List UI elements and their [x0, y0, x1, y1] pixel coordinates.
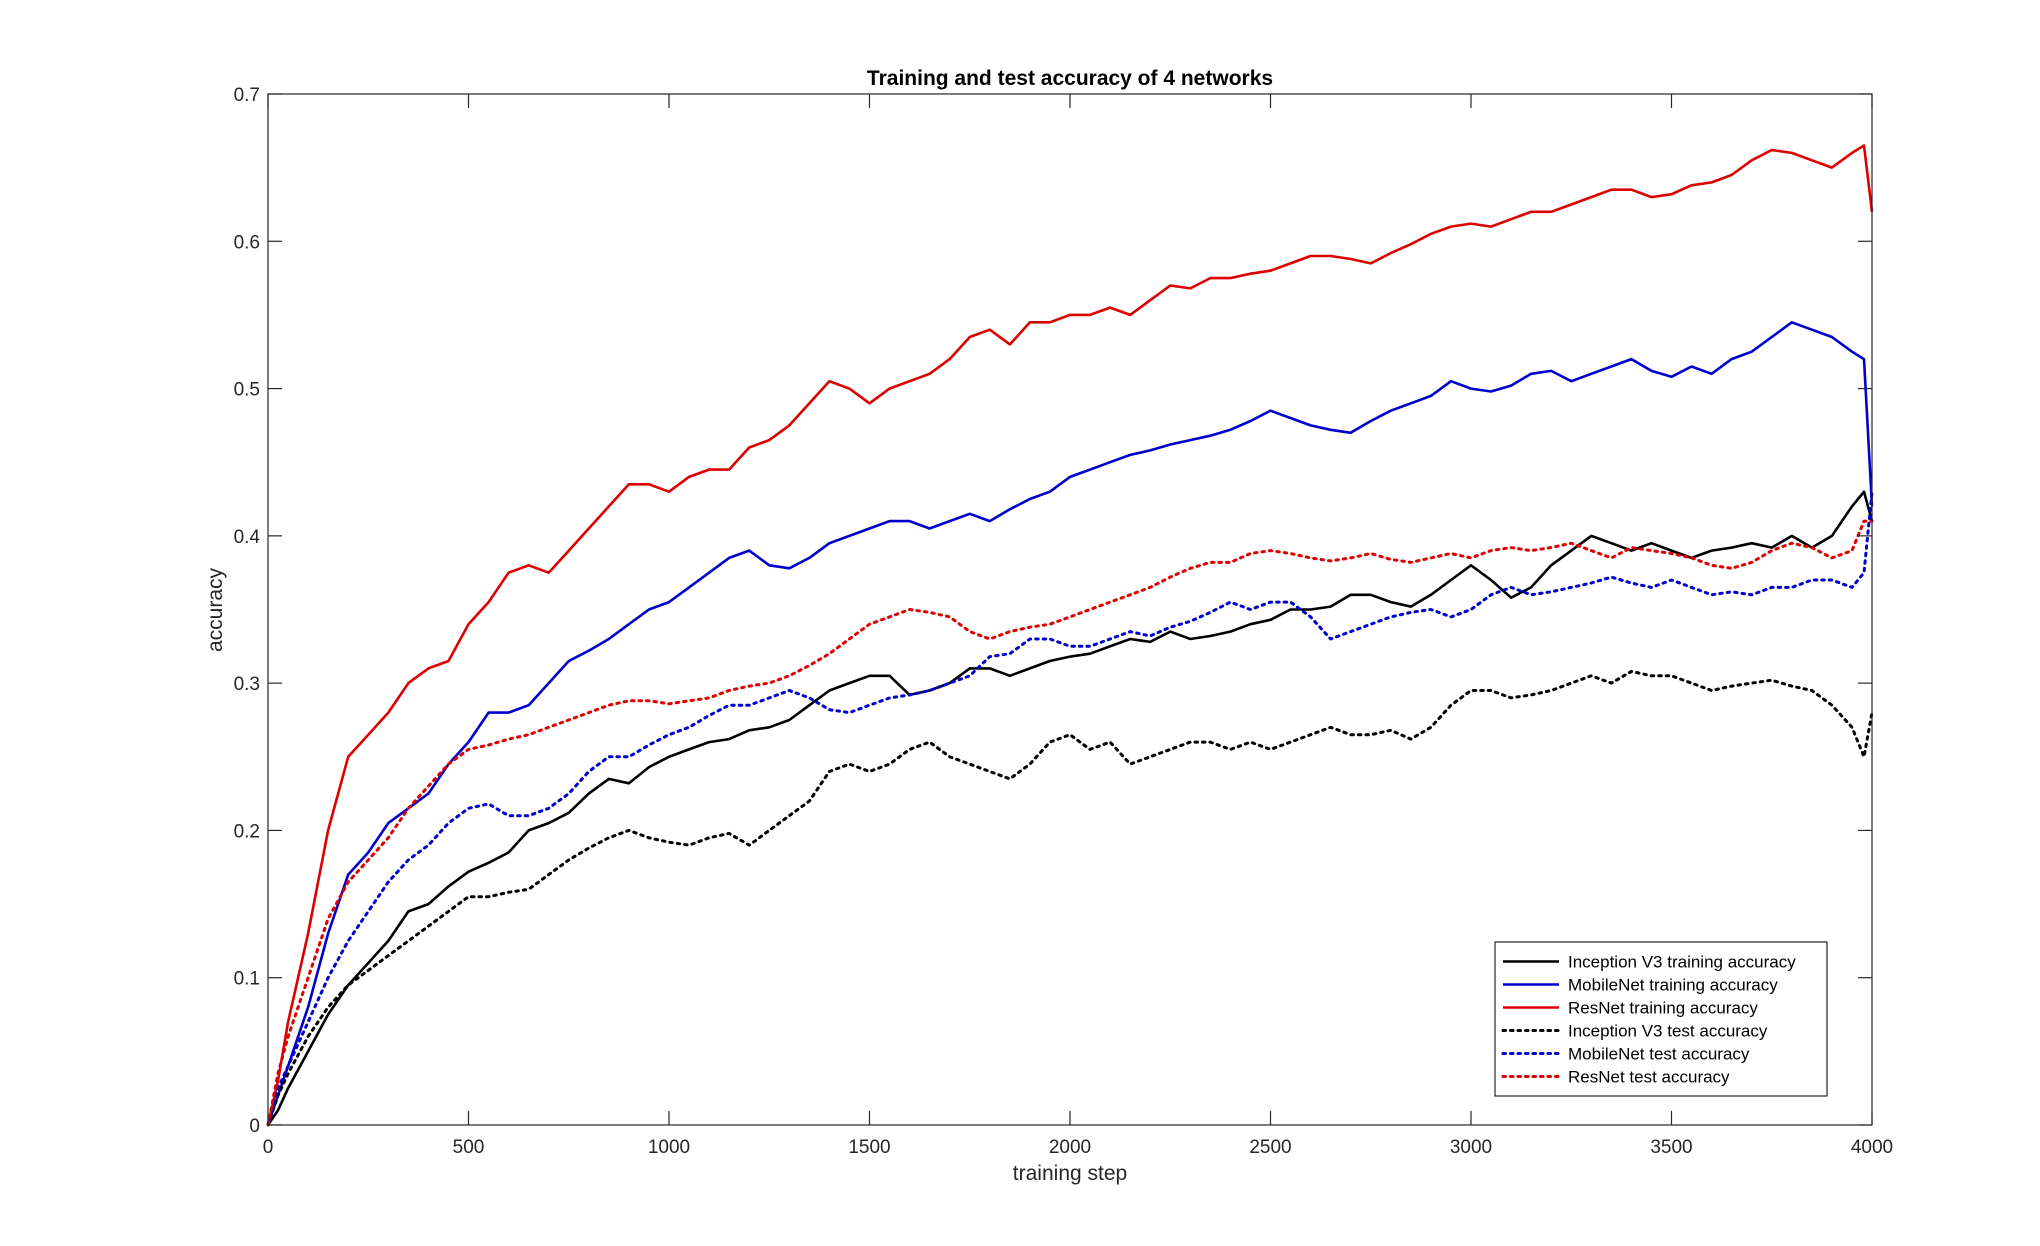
x-tick-label: 0: [263, 1137, 274, 1158]
x-tick-label: 4000: [1851, 1137, 1893, 1158]
legend: Inception V3 training accuracy MobileNet …: [1494, 941, 1828, 1097]
x-tick-label: 2500: [1249, 1137, 1291, 1158]
x-tick-label: 3500: [1650, 1137, 1692, 1158]
y-tick-label: 0.3: [234, 674, 260, 695]
y-axis-label: accuracy: [204, 567, 227, 652]
y-tick-label: 0: [249, 1116, 260, 1137]
legend-box: [1494, 941, 1828, 1097]
y-tick-label: 0.7: [234, 85, 260, 106]
series-layer: [266, 144, 1874, 1127]
x-tick-label: 1500: [848, 1137, 890, 1158]
series-line-mobilenet-training-accuracy: [266, 320, 1874, 1126]
legend-entry-label: MobileNet test accuracy: [1568, 1045, 1750, 1064]
legend-entry-label: ResNet test accuracy: [1568, 1068, 1730, 1087]
series-line-inception-v3-test-accuracy: [266, 669, 1874, 1127]
legend-entry-label: Inception V3 test accuracy: [1568, 1022, 1768, 1041]
x-tick-label: 3000: [1450, 1137, 1492, 1158]
x-axis-label: training step: [1013, 1162, 1127, 1185]
y-tick-label: 0.4: [234, 527, 261, 548]
x-tick-label: 500: [453, 1137, 485, 1158]
y-tick-label: 0.2: [234, 821, 260, 842]
series-line-resnet-test-accuracy: [266, 519, 1874, 1127]
y-tick-label: 0.1: [234, 969, 260, 990]
ticks-layer: 0 500 1000 1500 2000 2500 3000 3500 4000 0 0.1 0.2 0…: [234, 85, 1894, 1158]
legend-entry-label: ResNet training accuracy: [1568, 999, 1758, 1018]
legend-entry-label: Inception V3 training accuracy: [1568, 953, 1796, 972]
y-tick-label: 0.6: [234, 232, 260, 253]
chart-title: Training and test accuracy of 4 networks: [867, 67, 1273, 90]
y-tick-label: 0.5: [234, 380, 260, 401]
x-tick-label: 1000: [648, 1137, 690, 1158]
series-line-resnet-training-accuracy: [266, 144, 1874, 1126]
series-line-inception-v3-training-accuracy: [266, 490, 1874, 1126]
legend-entry-label: MobileNet training accuracy: [1568, 976, 1778, 995]
x-tick-label: 2000: [1049, 1137, 1091, 1158]
